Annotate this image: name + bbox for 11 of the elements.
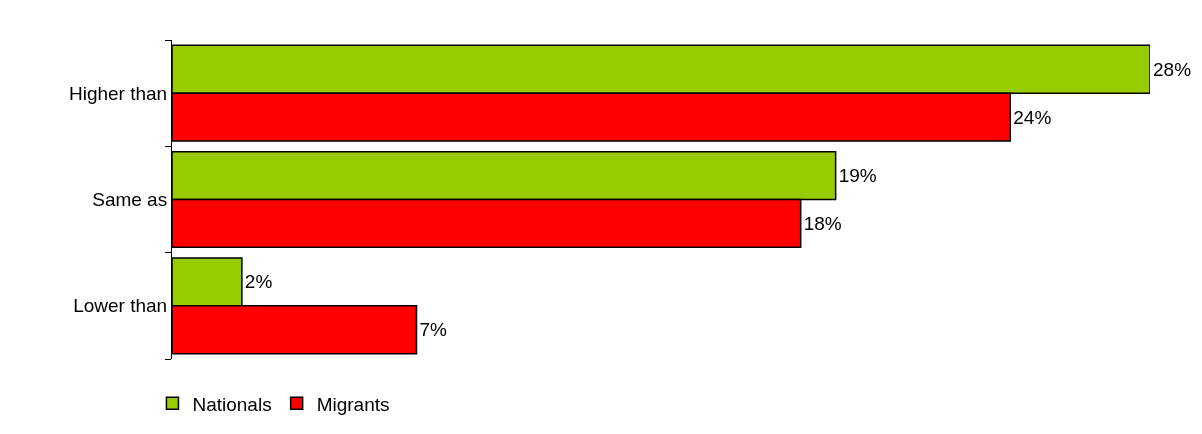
legend-label: Nationals: [192, 393, 272, 415]
y-tick-label: Higher than: [68, 82, 168, 104]
legend-label: Migrants: [316, 393, 390, 415]
y-tick-label: Same as: [92, 189, 168, 211]
data-label: 18%: [803, 212, 842, 234]
data-label: 28%: [1153, 58, 1192, 80]
data-label: 2%: [244, 271, 273, 293]
data-label: 19%: [838, 165, 877, 187]
data-label: 7%: [419, 319, 448, 341]
y-tick-label: Lower than: [73, 295, 168, 317]
data-label: 24%: [1013, 106, 1052, 128]
